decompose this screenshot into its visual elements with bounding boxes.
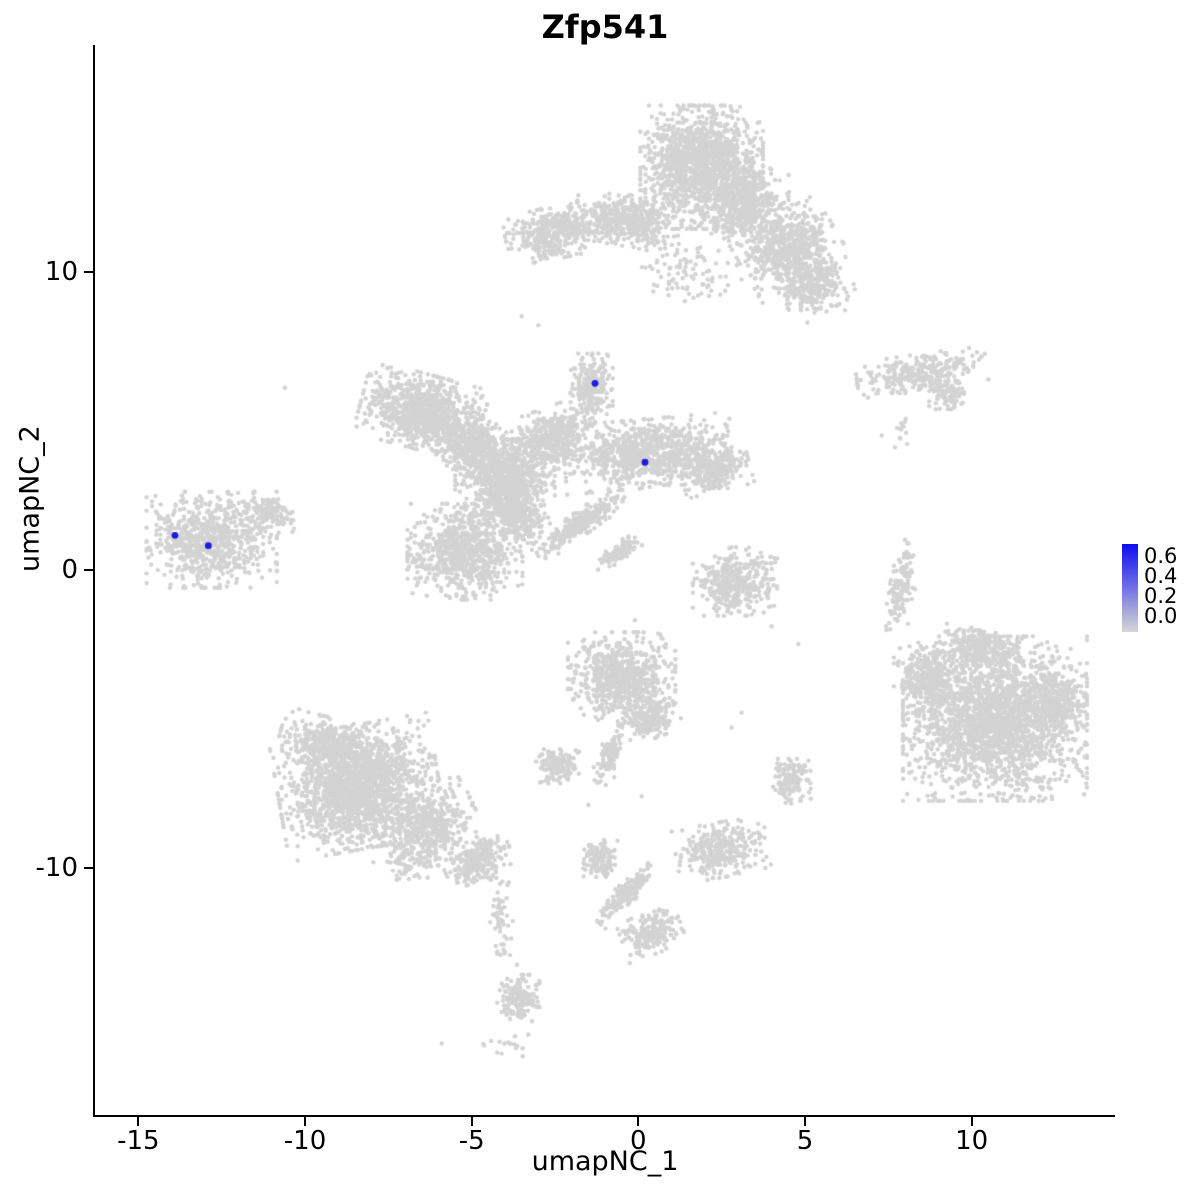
colorbar-tick-label: 0.0 (1144, 604, 1178, 628)
plot-title: Zfp541 (541, 8, 669, 46)
y-tick-label: 10 (44, 256, 78, 287)
x-tick-mark (137, 1117, 140, 1126)
x-tick-label: 10 (955, 1126, 989, 1156)
colorbar-legend: 0.6 0.4 0.2 0.0 (1122, 544, 1198, 644)
y-tick-label: 0 (61, 554, 78, 585)
x-tick-label: -10 (283, 1126, 327, 1156)
y-tick-mark (84, 270, 93, 273)
x-axis-line (93, 1115, 1115, 1117)
y-tick-mark (84, 866, 93, 869)
umap-scatter-canvas (95, 45, 1115, 1115)
x-tick-label: 0 (630, 1126, 647, 1156)
y-tick-label: -10 (35, 852, 78, 883)
x-axis-title: umapNC_1 (531, 1146, 679, 1177)
x-tick-label: -5 (458, 1126, 485, 1156)
x-tick-mark (970, 1117, 973, 1126)
x-tick-label: -15 (117, 1126, 160, 1156)
x-tick-mark (637, 1117, 640, 1126)
y-tick-mark (84, 568, 93, 571)
x-tick-label: 5 (796, 1126, 814, 1156)
x-tick-mark (304, 1117, 306, 1126)
y-axis-line (93, 45, 95, 1117)
x-tick-mark (804, 1117, 806, 1126)
colorbar-tick-label: 0.6 (1144, 544, 1178, 568)
x-tick-mark (470, 1117, 473, 1126)
colorbar-tick-label: 0.4 (1144, 564, 1178, 588)
colorbar-gradient (1122, 544, 1138, 632)
colorbar-tick-label: 0.2 (1144, 584, 1178, 608)
